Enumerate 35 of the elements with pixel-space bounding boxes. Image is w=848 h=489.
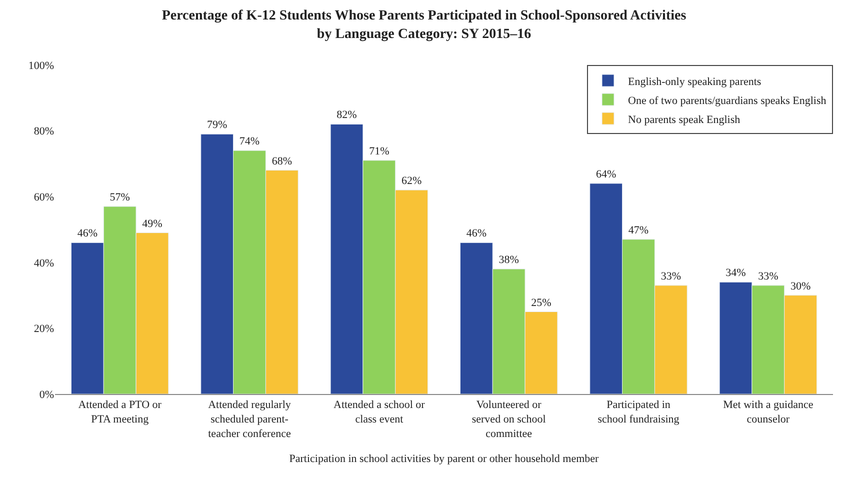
x-tick-label: Participated in school fundraising bbox=[598, 399, 680, 426]
data-label: 46% bbox=[77, 228, 98, 240]
data-label: 62% bbox=[401, 175, 422, 188]
y-tick-label: 40% bbox=[34, 257, 54, 270]
data-label: 25% bbox=[531, 296, 552, 309]
x-tick-label: Attended a PTO or PTA meeting bbox=[78, 399, 162, 426]
chart-title: Percentage of K-12 Students Whose Parents Participated in School-Sponsored Activities by Language Category: SY 2015–16 bbox=[162, 8, 687, 42]
x-tick-label: Attended a school or class event bbox=[334, 399, 426, 426]
legend-label: No parents speak English bbox=[628, 114, 741, 126]
data-label: 47% bbox=[628, 224, 649, 236]
y-tick-label: 100% bbox=[28, 60, 54, 72]
x-tick-label: Met with a guidance counselor bbox=[723, 399, 814, 426]
data-label: 46% bbox=[466, 228, 486, 240]
legend-label: One of two parents/guardians speaks English bbox=[628, 94, 827, 107]
y-tick-label: 80% bbox=[34, 126, 54, 138]
data-label: 57% bbox=[110, 191, 130, 204]
y-tick-label: 0% bbox=[39, 388, 54, 401]
y-tick-label: 60% bbox=[34, 191, 54, 204]
y-tick-label: 20% bbox=[34, 323, 54, 336]
x-tick-label: Volunteered or served on school committee bbox=[472, 399, 546, 440]
data-label: 30% bbox=[790, 280, 811, 292]
data-label: 64% bbox=[596, 168, 616, 180]
x-axis-title: Participation in school activities by parent or other household member bbox=[289, 453, 600, 465]
data-label: 82% bbox=[336, 109, 357, 122]
data-label: 49% bbox=[142, 218, 162, 230]
data-label: 34% bbox=[726, 267, 746, 280]
legend-label: English-only speaking parents bbox=[628, 76, 762, 88]
data-label: 38% bbox=[498, 254, 519, 266]
x-tick-label: Attended regularly scheduled parent-teacher conference bbox=[208, 399, 292, 440]
data-label: 71% bbox=[369, 145, 390, 158]
data-label: 79% bbox=[207, 119, 228, 132]
data-label: 74% bbox=[239, 136, 260, 148]
data-label: 33% bbox=[758, 270, 778, 282]
data-label: 33% bbox=[660, 270, 682, 282]
data-label: 68% bbox=[272, 155, 292, 168]
